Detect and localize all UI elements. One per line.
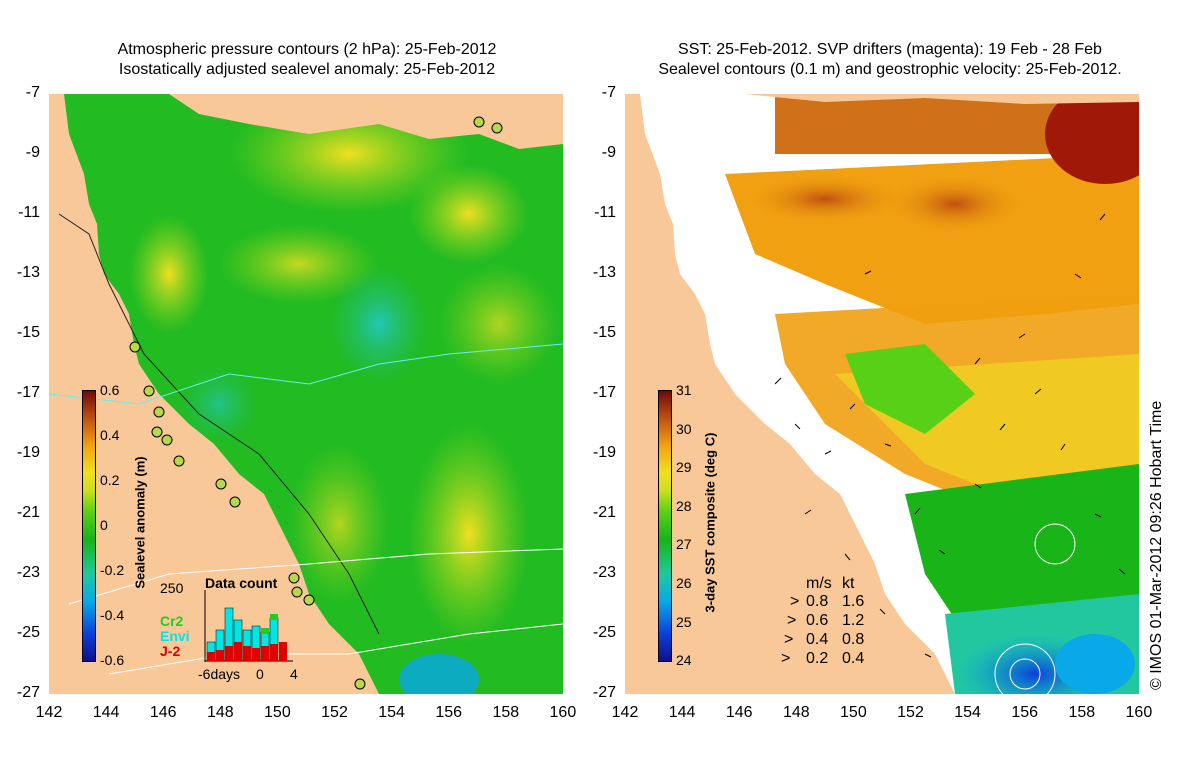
velocity-kt-value: 1.6 bbox=[842, 593, 865, 610]
histogram-bars bbox=[206, 607, 287, 662]
y-tick-left: -23 bbox=[16, 564, 40, 581]
y-tick-right: -25 bbox=[592, 624, 616, 641]
x-tick-right: 144 bbox=[668, 704, 696, 721]
sealevel-colorbar-label: Sealevel anomaly (m) bbox=[132, 456, 148, 589]
left-title-line1: Atmospheric pressure contours (2 hPa): 2… bbox=[117, 41, 497, 58]
x-tick-right: 142 bbox=[611, 704, 639, 721]
velocity-arrow-icon: > bbox=[790, 593, 800, 610]
sealevel-colorbar-tick: -0.4 bbox=[100, 607, 125, 623]
sealevel-colorbar-tick: 0 bbox=[100, 517, 108, 533]
data-count-ymax: 250 bbox=[160, 580, 184, 596]
velocity-kt-value: 0.4 bbox=[842, 650, 865, 667]
velocity-arrow-icon: > bbox=[784, 631, 794, 648]
x-tick-right: 160 bbox=[1125, 704, 1153, 721]
y-tick-right: -19 bbox=[592, 444, 616, 461]
velocity-ms-value: 0.8 bbox=[806, 593, 829, 610]
satellite-cr2-label: Cr2 bbox=[160, 613, 184, 629]
x-tick-left: 154 bbox=[378, 704, 405, 721]
data-count-title: Data count bbox=[205, 575, 278, 591]
sealevel-colorbar-tick: -0.6 bbox=[100, 652, 125, 668]
x-tick-right: 158 bbox=[1068, 704, 1096, 721]
velocity-header-kt: kt bbox=[842, 575, 855, 592]
velocity-kt-value: 1.2 bbox=[842, 612, 865, 629]
australia-land bbox=[49, 94, 379, 694]
right-title-line2: Sealevel contours (0.1 m) and geostrophi… bbox=[658, 61, 1122, 78]
y-tick-left: -19 bbox=[16, 444, 40, 461]
y-tick-right: -11 bbox=[594, 204, 616, 221]
y-tick-left: -27 bbox=[16, 684, 40, 701]
sst-colorbar-tick: 27 bbox=[676, 536, 692, 553]
y-tick-right: -27 bbox=[592, 684, 616, 701]
x-tick-left: 148 bbox=[206, 704, 234, 721]
x-tick-left: 156 bbox=[435, 704, 463, 721]
sst-colorbar-tick: 28 bbox=[676, 497, 692, 514]
sst-colorbar-tick: 26 bbox=[676, 575, 692, 591]
x-tick-right: 148 bbox=[782, 704, 810, 721]
y-tick-left: -21 bbox=[16, 504, 40, 521]
velocity-ms-value: 0.2 bbox=[806, 650, 829, 667]
x-tick-left: 142 bbox=[35, 704, 63, 721]
x-tick-left: 146 bbox=[149, 704, 177, 721]
data-count-x-end: 4 bbox=[290, 666, 298, 682]
data-count-histogram bbox=[204, 590, 293, 662]
y-tick-left: -11 bbox=[18, 204, 40, 221]
left-map-title: Atmospheric pressure contours (2 hPa): 2… bbox=[52, 40, 562, 80]
x-tick-right: 154 bbox=[954, 704, 981, 721]
y-tick-right: -21 bbox=[592, 504, 616, 521]
y-tick-right: -23 bbox=[592, 564, 616, 581]
velocity-kt-value: 0.8 bbox=[842, 631, 865, 648]
x-tick-left: 150 bbox=[264, 704, 291, 721]
sst-colorbar-tick: 25 bbox=[676, 613, 692, 630]
data-count-x-zero: 0 bbox=[256, 666, 264, 682]
x-tick-left: 158 bbox=[492, 704, 520, 721]
y-tick-left: -15 bbox=[16, 324, 40, 341]
sealevel-map-graphic bbox=[49, 94, 563, 694]
x-tick-left: 152 bbox=[321, 704, 348, 721]
velocity-arrow-icon: > bbox=[787, 612, 797, 629]
velocity-arrow-icon: > bbox=[781, 650, 791, 667]
y-tick-right: -9 bbox=[601, 144, 616, 161]
sealevel-colorbar-tick: -0.2 bbox=[100, 562, 125, 578]
velocity-ms-value: 0.4 bbox=[806, 631, 829, 648]
x-tick-right: 146 bbox=[725, 704, 753, 721]
data-count-x-start: -6days bbox=[198, 666, 241, 682]
sst-colorbar-tick: 30 bbox=[676, 420, 692, 437]
y-tick-left: -7 bbox=[25, 84, 40, 101]
sst-colorbar-tick: 31 bbox=[676, 382, 692, 398]
y-tick-left: -9 bbox=[25, 144, 40, 161]
sst-colorbar bbox=[658, 390, 672, 662]
right-title-line1: SST: 25-Feb-2012. SVP drifters (magenta)… bbox=[678, 41, 1102, 58]
sealevel-colorbar-tick: 0.4 bbox=[100, 427, 120, 443]
x-tick-right: 150 bbox=[840, 704, 867, 721]
y-tick-right: -17 bbox=[592, 384, 616, 401]
new-guinea-land bbox=[169, 94, 563, 149]
y-tick-left: -17 bbox=[16, 384, 40, 401]
x-tick-left: 144 bbox=[92, 704, 120, 721]
sst-colorbar-label: 3-day SST composite (deg C) bbox=[702, 432, 718, 613]
y-tick-right: -15 bbox=[592, 324, 616, 341]
australia-land-right bbox=[625, 94, 955, 694]
velocity-header-ms: m/s bbox=[806, 575, 832, 592]
left-title-line2: Isostatically adjusted sealevel anomaly:… bbox=[118, 61, 496, 78]
y-tick-right: -7 bbox=[601, 84, 616, 101]
right-map-title: SST: 25-Feb-2012. SVP drifters (magenta)… bbox=[610, 40, 1170, 80]
sst-colorbar-tick: 29 bbox=[676, 459, 692, 476]
x-tick-right: 156 bbox=[1011, 704, 1039, 721]
velocity-ms-value: 0.6 bbox=[806, 612, 829, 629]
sealevel-colorbar-tick: 0.6 bbox=[100, 382, 120, 398]
y-tick-left: -13 bbox=[16, 264, 40, 281]
x-tick-right: 152 bbox=[897, 704, 924, 721]
y-tick-left: -25 bbox=[16, 624, 40, 641]
sst-colorbar-tick: 24 bbox=[676, 652, 692, 669]
y-tick-right: -13 bbox=[592, 264, 616, 281]
imos-credit: © IMOS 01-Mar-2012 09:26 Hobart Time bbox=[1148, 400, 1165, 690]
sealevel-anomaly-map bbox=[49, 94, 563, 694]
satellite-j2-label: J-2 bbox=[160, 643, 181, 659]
satellite-envi-label: Envi bbox=[160, 628, 190, 644]
sst-map-graphic bbox=[625, 94, 1139, 694]
sealevel-colorbar bbox=[82, 390, 96, 662]
x-tick-left: 160 bbox=[549, 704, 577, 721]
sealevel-colorbar-tick: 0.2 bbox=[100, 472, 120, 488]
sst-map bbox=[625, 94, 1139, 694]
